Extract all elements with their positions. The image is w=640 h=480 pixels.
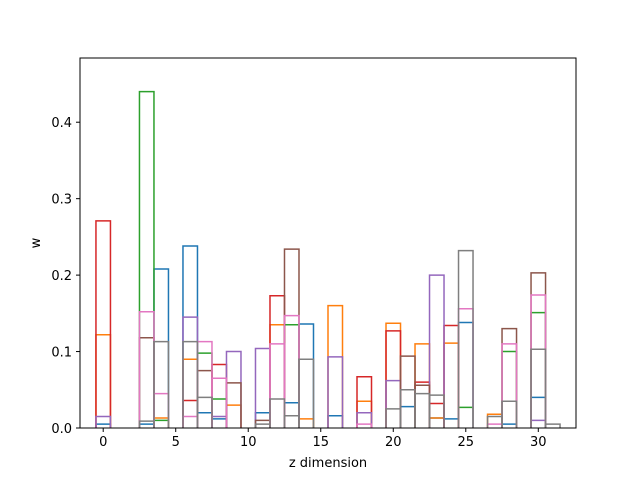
histogram-step bbox=[356, 376, 373, 428]
x-tick-label: 20 bbox=[385, 435, 402, 450]
histogram-step bbox=[457, 249, 474, 428]
y-tick-label: 0.0 bbox=[51, 422, 72, 437]
y-tick-label: 0.4 bbox=[51, 116, 72, 131]
x-tick-label: 10 bbox=[240, 435, 257, 450]
histogram-step bbox=[428, 394, 445, 428]
histogram-step bbox=[356, 411, 373, 428]
plot-area-frame bbox=[79, 57, 577, 429]
histogram-step bbox=[544, 423, 561, 428]
histogram-step bbox=[182, 340, 199, 428]
y-axis-label: w bbox=[29, 237, 44, 248]
histogram-step bbox=[501, 343, 518, 428]
x-tick-label: 30 bbox=[530, 435, 547, 450]
histogram-step bbox=[298, 358, 315, 428]
histogram-step bbox=[153, 340, 170, 428]
series-layer bbox=[95, 90, 561, 428]
histogram-step bbox=[327, 356, 344, 428]
histogram-step bbox=[138, 90, 155, 428]
x-axis: 0 5 10 15 20 25 30 bbox=[99, 428, 547, 450]
histogram-step bbox=[95, 415, 112, 428]
histogram-step bbox=[530, 348, 547, 428]
histogram-step bbox=[196, 396, 213, 428]
y-tick-label: 0.3 bbox=[51, 193, 72, 208]
histogram-step bbox=[356, 423, 373, 428]
y-axis: 0.0 0.1 0.2 0.3 0.4 bbox=[51, 116, 80, 437]
y-tick-label: 0.1 bbox=[51, 346, 72, 361]
y-tick-label: 0.2 bbox=[51, 269, 72, 284]
x-tick-label: 25 bbox=[458, 435, 475, 450]
histogram-step bbox=[428, 274, 445, 428]
x-tick-label: 15 bbox=[312, 435, 329, 450]
histogram-step bbox=[269, 398, 286, 428]
series-8-outline bbox=[138, 249, 561, 428]
x-tick-label: 0 bbox=[99, 435, 107, 450]
histogram-step bbox=[501, 400, 518, 428]
histogram-step bbox=[95, 220, 112, 428]
x-axis-label: z dimension bbox=[289, 456, 367, 471]
x-tick-label: 5 bbox=[172, 435, 180, 450]
